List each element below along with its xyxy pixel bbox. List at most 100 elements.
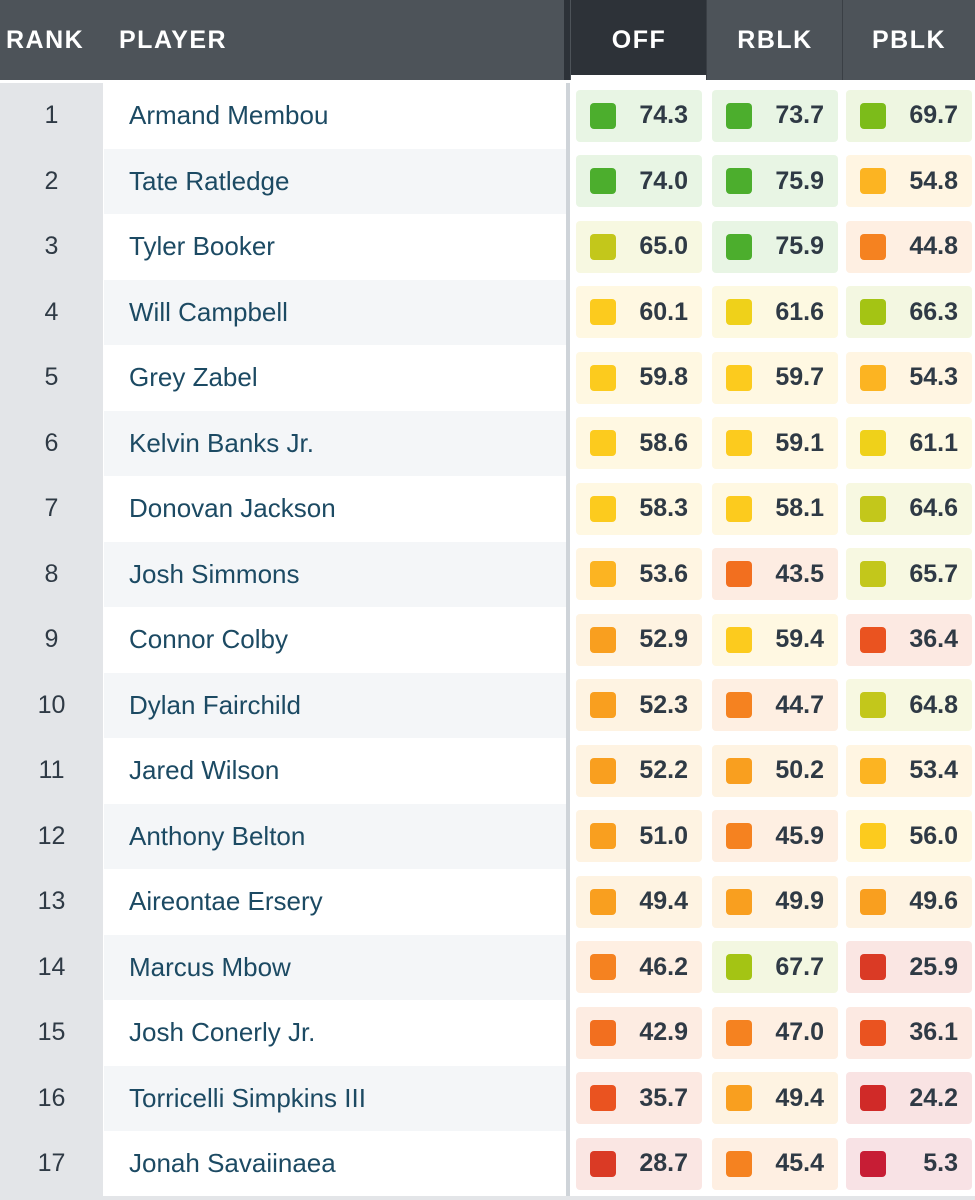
table-row[interactable]: 5 Grey Zabel 59.8 59.7 54.3 (0, 345, 975, 411)
player-name-link[interactable]: Armand Membou (104, 83, 566, 149)
grade-color-indicator (860, 430, 886, 457)
player-name-link[interactable]: Will Campbell (104, 279, 566, 345)
player-name-link[interactable]: Kelvin Banks Jr. (104, 410, 566, 476)
player-name-link[interactable]: Torricelli Simpkins III (104, 1065, 566, 1131)
player-name-link[interactable]: Grey Zabel (104, 345, 566, 411)
rblk-grade-cell: 67.7 (707, 935, 843, 1001)
rblk-grade-cell: 59.7 (707, 345, 843, 411)
column-divider (566, 541, 570, 607)
column-divider (566, 803, 570, 869)
player-name-link[interactable]: Tate Ratledge (104, 148, 566, 214)
table-row[interactable]: 6 Kelvin Banks Jr. 58.6 59.1 61.1 (0, 410, 975, 477)
off-grade-cell: 74.3 (571, 83, 707, 149)
grade-box: 61.6 (712, 286, 838, 339)
table-row[interactable]: 14 Marcus Mbow 46.2 67.7 25.9 (0, 934, 975, 1001)
grade-color-indicator (590, 233, 616, 260)
grade-color-indicator (590, 102, 616, 129)
grade-value: 54.8 (909, 166, 958, 195)
table-row[interactable]: 11 Jared Wilson 52.2 50.2 53.4 (0, 738, 975, 804)
grade-color-indicator (590, 888, 616, 915)
grade-color-indicator (590, 1150, 616, 1177)
grade-box: 35.7 (576, 1072, 702, 1125)
player-name-link[interactable]: Anthony Belton (104, 803, 566, 869)
grade-color-indicator (726, 1019, 752, 1046)
pblk-grade-cell: 25.9 (843, 935, 975, 1001)
grade-value: 58.3 (639, 494, 688, 523)
off-grade-cell: 58.6 (571, 411, 707, 477)
table-row[interactable]: 4 Will Campbell 60.1 61.6 66.3 (0, 279, 975, 346)
table-row[interactable]: 12 Anthony Belton 51.0 45.9 56.0 (0, 803, 975, 869)
grade-box: 44.8 (846, 220, 972, 273)
grade-color-indicator (726, 954, 752, 981)
player-name-link[interactable]: Jonah Savaiinaea (104, 1131, 566, 1197)
off-grade-cell: 53.6 (571, 542, 707, 608)
off-grade-cell: 52.9 (571, 607, 707, 673)
grade-color-indicator (590, 430, 616, 457)
rank-column-header[interactable]: RANK (6, 26, 85, 54)
player-name-link[interactable]: Donovan Jackson (104, 476, 566, 542)
grade-value: 36.4 (909, 625, 958, 654)
table-row[interactable]: 2 Tate Ratledge 74.0 75.9 54.8 (0, 148, 975, 215)
grade-box: 59.7 (712, 351, 838, 404)
grade-box: 65.7 (846, 548, 972, 601)
column-divider (566, 1131, 570, 1197)
grade-box: 52.3 (576, 679, 702, 732)
grade-value: 59.4 (775, 625, 824, 654)
table-row[interactable]: 17 Jonah Savaiinaea 28.7 45.4 5.3 (0, 1131, 975, 1197)
grade-value: 67.7 (775, 952, 824, 981)
table-row[interactable]: 15 Josh Conerly Jr. 42.9 47.0 36.1 (0, 1000, 975, 1066)
grade-color-indicator (726, 102, 752, 129)
column-divider (566, 607, 570, 673)
player-name-link[interactable]: Dylan Fairchild (104, 672, 566, 738)
rblk-grade-cell: 49.9 (707, 869, 843, 935)
grade-value: 66.3 (909, 297, 958, 326)
rank-cell: 4 (0, 279, 103, 345)
player-name-link[interactable]: Connor Colby (104, 607, 566, 673)
player-column-header[interactable]: PLAYER (119, 26, 228, 54)
grade-color-indicator (860, 168, 886, 195)
player-name-link[interactable]: Tyler Booker (104, 214, 566, 280)
header-separator (706, 0, 707, 80)
table-row[interactable]: 10 Dylan Fairchild 52.3 44.7 64.8 (0, 672, 975, 738)
off-grade-cell: 58.3 (571, 476, 707, 542)
grade-value: 35.7 (639, 1083, 688, 1112)
table-row[interactable]: 13 Aireontae Ersery 49.4 49.9 49.6 (0, 869, 975, 935)
rblk-grade-cell: 75.9 (707, 149, 843, 215)
grade-color-indicator (860, 1150, 886, 1177)
column-divider (566, 410, 570, 476)
grade-box: 56.0 (846, 810, 972, 863)
grade-value: 74.3 (639, 101, 688, 130)
player-name-link[interactable]: Marcus Mbow (104, 934, 566, 1000)
table-row[interactable]: 7 Donovan Jackson 58.3 58.1 64.6 (0, 476, 975, 542)
grade-value: 69.7 (909, 101, 958, 130)
grade-box: 45.4 (712, 1137, 838, 1190)
table-row[interactable]: 9 Connor Colby 52.9 59.4 36.4 (0, 607, 975, 673)
grade-box: 60.1 (576, 286, 702, 339)
off-header-active-indicator (571, 75, 707, 80)
pblk-column-header[interactable]: PBLK (871, 26, 947, 54)
table-row[interactable]: 16 Torricelli Simpkins III 35.7 49.4 24.2 (0, 1065, 975, 1131)
grade-value: 52.3 (639, 690, 688, 719)
column-divider (566, 934, 570, 1000)
grade-box: 44.7 (712, 679, 838, 732)
grade-box: 59.1 (712, 417, 838, 470)
rblk-column-header[interactable]: RBLK (737, 26, 813, 54)
rank-cell: 7 (0, 476, 103, 542)
pblk-grade-cell: 66.3 (843, 280, 975, 346)
table-row[interactable]: 8 Josh Simmons 53.6 43.5 65.7 (0, 541, 975, 608)
player-name-link[interactable]: Josh Simmons (104, 541, 566, 607)
rank-cell: 2 (0, 148, 103, 214)
player-name-link[interactable]: Josh Conerly Jr. (104, 1000, 566, 1066)
grade-color-indicator (590, 626, 616, 653)
grade-value: 47.0 (775, 1018, 824, 1047)
pblk-grade-cell: 36.4 (843, 607, 975, 673)
rank-cell: 10 (0, 672, 103, 738)
player-name-link[interactable]: Jared Wilson (104, 738, 566, 804)
rblk-grade-cell: 43.5 (707, 542, 843, 608)
player-name-link[interactable]: Aireontae Ersery (104, 869, 566, 935)
table-row[interactable]: 3 Tyler Booker 65.0 75.9 44.8 (0, 214, 975, 280)
header-separator (842, 0, 843, 80)
grade-color-indicator (590, 954, 616, 981)
table-row[interactable]: 1 Armand Membou 74.3 73.7 69.7 (0, 83, 975, 149)
off-column-header[interactable]: OFF (611, 26, 667, 54)
